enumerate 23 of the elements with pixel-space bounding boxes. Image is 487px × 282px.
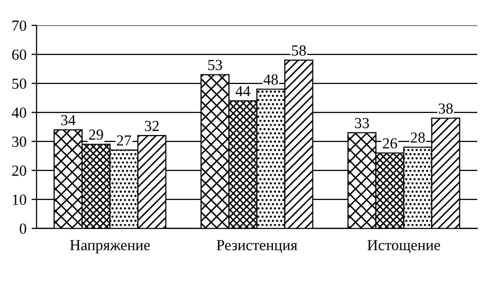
data-label: 48 — [264, 74, 278, 85]
y-tick-label: 40 — [12, 108, 26, 118]
data-label: 29 — [89, 130, 104, 140]
y-tick-label: 20 — [12, 166, 26, 176]
data-label: 44 — [236, 86, 250, 96]
data-label: 53 — [208, 60, 222, 70]
data-label: 38 — [438, 103, 453, 114]
y-tick-label: 50 — [12, 78, 26, 89]
x-tick-label: Напряжение — [70, 240, 150, 254]
y-tick-label: 10 — [12, 194, 26, 205]
y-tick-label: 60 — [12, 50, 26, 60]
x-tick-label: Истощение — [367, 240, 440, 254]
y-tick-label: 0 — [20, 224, 26, 234]
x-tick-label: Резистенция — [216, 240, 298, 254]
data-label: 27 — [116, 135, 132, 146]
data-label: 33 — [355, 118, 369, 128]
data-label: 28 — [410, 132, 425, 143]
data-label: 58 — [292, 45, 306, 56]
data-label: 32 — [144, 120, 159, 132]
data-label: 26 — [382, 138, 398, 149]
y-tick-label: 30 — [12, 136, 26, 147]
data-label: 34 — [61, 115, 76, 126]
y-tick-label: 70 — [12, 20, 26, 31]
